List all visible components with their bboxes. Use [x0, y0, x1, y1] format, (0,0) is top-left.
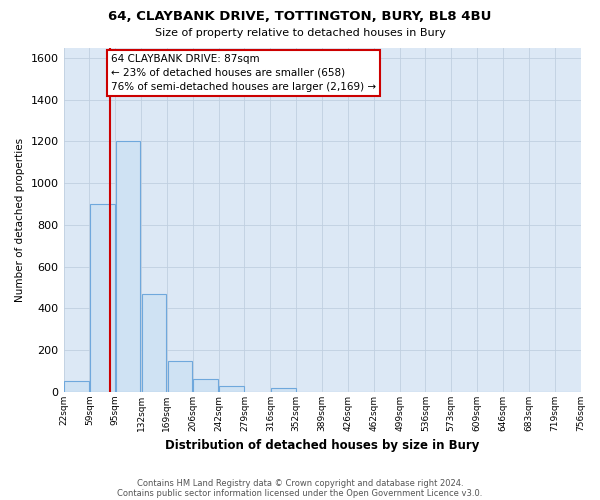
X-axis label: Distribution of detached houses by size in Bury: Distribution of detached houses by size …	[165, 440, 479, 452]
Text: 64 CLAYBANK DRIVE: 87sqm
← 23% of detached houses are smaller (658)
76% of semi-: 64 CLAYBANK DRIVE: 87sqm ← 23% of detach…	[111, 54, 376, 92]
Bar	[90, 204, 115, 392]
Bar	[271, 388, 296, 392]
Bar	[64, 380, 89, 392]
Y-axis label: Number of detached properties: Number of detached properties	[15, 138, 25, 302]
Bar	[167, 360, 192, 392]
Bar	[193, 380, 218, 392]
Text: Size of property relative to detached houses in Bury: Size of property relative to detached ho…	[155, 28, 445, 38]
Bar	[219, 386, 244, 392]
Bar	[142, 294, 166, 392]
Bar	[116, 142, 140, 392]
Text: Contains HM Land Registry data © Crown copyright and database right 2024.: Contains HM Land Registry data © Crown c…	[137, 478, 463, 488]
Text: Contains public sector information licensed under the Open Government Licence v3: Contains public sector information licen…	[118, 488, 482, 498]
Text: 64, CLAYBANK DRIVE, TOTTINGTON, BURY, BL8 4BU: 64, CLAYBANK DRIVE, TOTTINGTON, BURY, BL…	[109, 10, 491, 23]
